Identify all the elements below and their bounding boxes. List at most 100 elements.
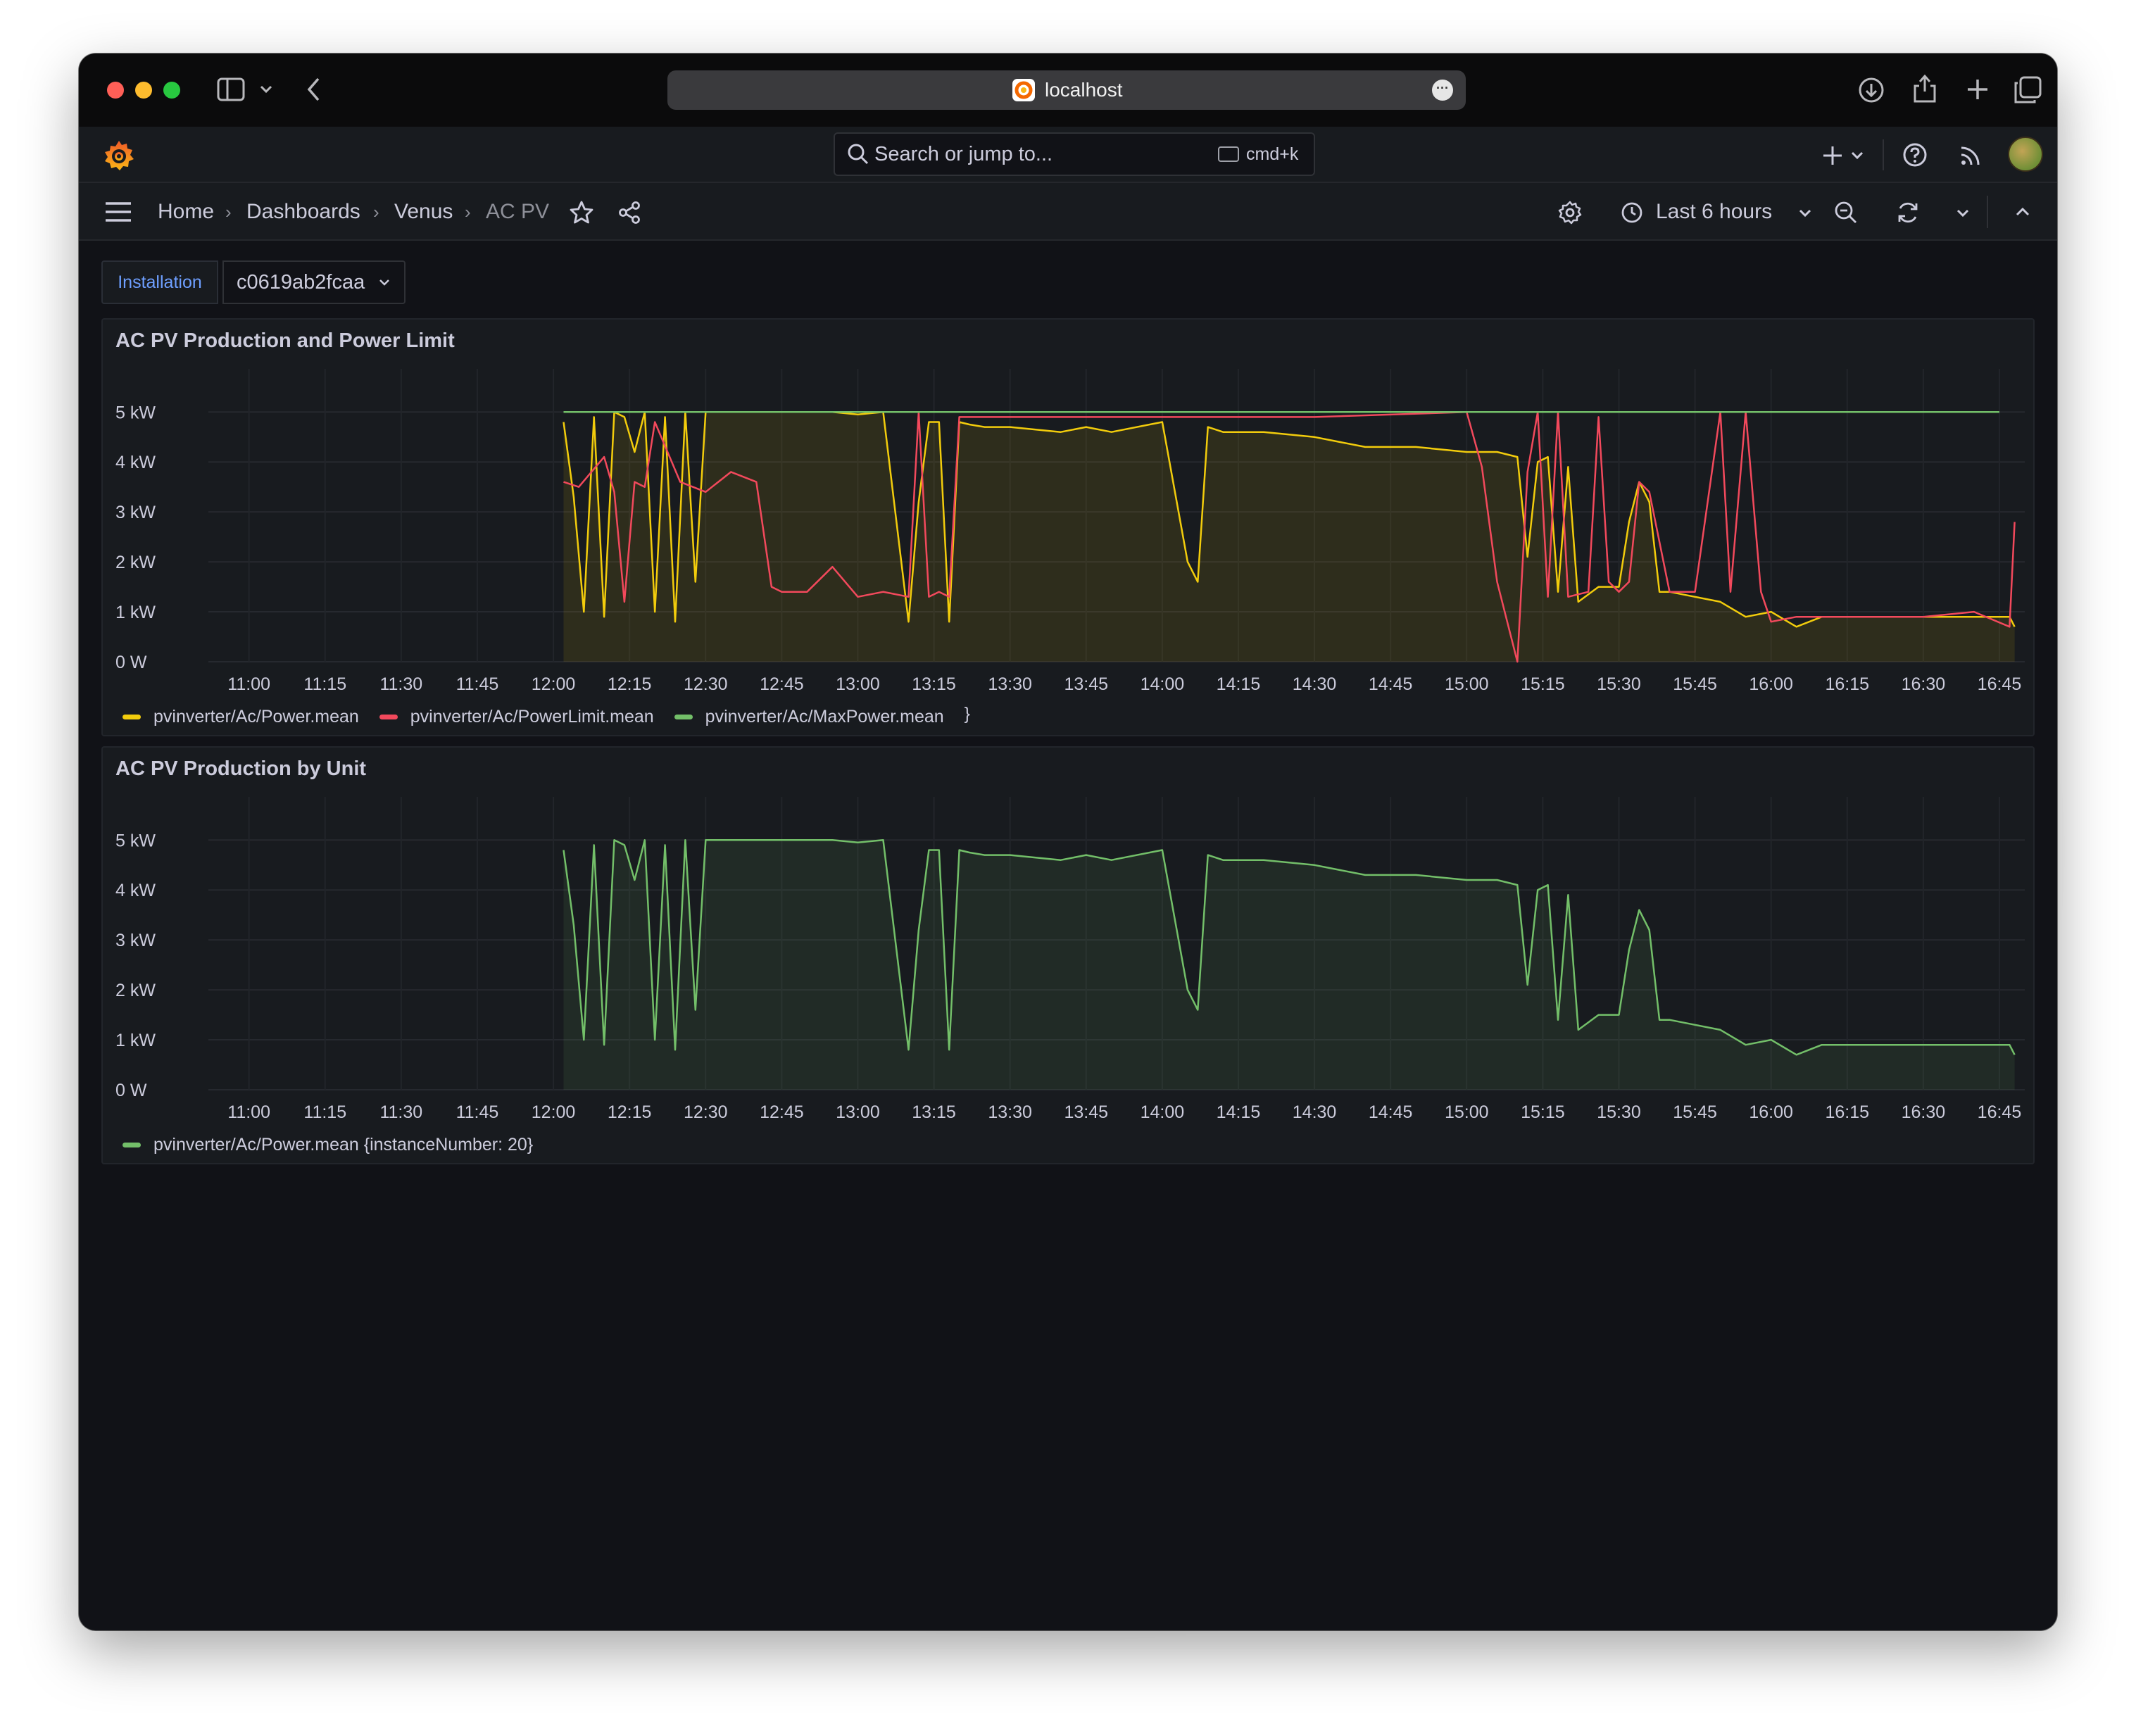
series-area [563, 840, 2015, 1090]
legend-swatch [122, 715, 141, 719]
variable-label-installation: Installation [101, 260, 218, 304]
legend-label: pvinverter/Ac/Power.mean {instanceNumber… [153, 1135, 534, 1155]
x-tick-label: 14:00 [1141, 674, 1185, 694]
new-tab-icon[interactable] [1966, 77, 1990, 101]
share-icon[interactable] [617, 200, 642, 225]
breadcrumb-home[interactable]: Home [158, 200, 215, 223]
x-tick-label: 15:00 [1445, 674, 1489, 694]
clock-icon[interactable] [1621, 201, 1643, 224]
x-tick-label: 11:45 [456, 674, 499, 694]
chevron-down-icon[interactable] [1850, 151, 1864, 161]
breadcrumb-dashboards[interactable]: Dashboards [246, 200, 360, 223]
x-tick-label: 13:00 [836, 674, 880, 694]
help-icon[interactable] [1902, 142, 1928, 168]
breadcrumb-separator: › [465, 201, 471, 222]
x-tick-label: 12:30 [684, 674, 728, 694]
x-tick-label: 15:45 [1673, 1102, 1717, 1122]
legend-item[interactable]: pvinverter/Ac/Power.mean {instanceNumber… [122, 1135, 533, 1155]
legend-item[interactable]: pvinverter/Ac/Power.mean [122, 707, 359, 727]
x-tick-label: 14:45 [1369, 674, 1413, 694]
back-icon[interactable] [306, 76, 322, 103]
chevron-up-icon[interactable] [2015, 207, 2030, 217]
timeseries-chart[interactable]: 0 W 1 kW 2 kW 3 kW 4 kW 5 kW 11:00 11:15 11:30 11… [103, 320, 2036, 738]
series-line [563, 411, 2016, 663]
search-icon [848, 144, 869, 165]
downloads-icon[interactable] [1857, 76, 1885, 104]
legend-item[interactable]: pvinverter/Ac/MaxPower.mean [674, 707, 944, 727]
zoom-window-button[interactable] [163, 82, 180, 99]
legend-item[interactable]: pvinverter/Ac/PowerLimit.mean [379, 707, 654, 727]
sidebar-toggle-icon[interactable] [217, 77, 245, 101]
add-icon[interactable] [1821, 144, 1845, 168]
panel-ac-pv-production-by-unit[interactable]: AC PV Production by Unit 0 W 1 kW 2 kW 3 kW… [101, 746, 2035, 1164]
more-icon[interactable]: ··· [1432, 80, 1453, 101]
time-range-picker[interactable]: Last 6 hours [1656, 200, 1773, 223]
x-tick-label: 14:30 [1293, 674, 1337, 694]
y-tick-label: 4 kW [115, 881, 156, 900]
legend-label: pvinverter/Ac/MaxPower.mean [705, 707, 944, 727]
x-tick-label: 14:15 [1217, 1102, 1261, 1122]
legend-swatch [122, 1143, 141, 1147]
x-tick-label: 13:30 [988, 674, 1032, 694]
share-icon[interactable] [1912, 73, 1937, 104]
x-tick-label: 12:30 [684, 1102, 728, 1122]
timeseries-chart[interactable]: 0 W 1 kW 2 kW 3 kW 4 kW 5 kW 11:00 11:15 11:30 11… [103, 748, 2036, 1166]
x-tick-label: 11:15 [303, 1102, 346, 1122]
user-avatar[interactable] [2008, 137, 2043, 172]
x-tick-label: 16:30 [1902, 1102, 1946, 1122]
x-tick-label: 16:00 [1749, 1102, 1793, 1122]
x-tick-label: 16:15 [1825, 1102, 1869, 1122]
legend-swatch [674, 715, 693, 719]
url-text: localhost [1045, 79, 1123, 101]
search-shortcut: cmd+k [1246, 144, 1299, 164]
zoom-out-icon[interactable] [1833, 200, 1859, 225]
settings-gear-icon[interactable] [1557, 200, 1583, 225]
x-tick-label: 16:15 [1825, 674, 1869, 694]
panel-ac-pv-production-power-limit[interactable]: AC PV Production and Power Limit 0 W 1 kW… [101, 318, 2035, 736]
refresh-icon[interactable] [1895, 200, 1921, 225]
address-bar[interactable]: localhost ··· [667, 70, 1466, 110]
variable-select-installation[interactable]: c0619ab2fcaa [222, 260, 406, 304]
x-tick-label: 11:30 [379, 674, 422, 694]
dashboard-nav: Home › Dashboards › Venus › AC PV Last 6… [79, 183, 2057, 241]
legend-label: pvinverter/Ac/PowerLimit.mean [410, 707, 654, 727]
chart-legend: pvinverter/Ac/Power.mean pvinverter/Ac/P… [122, 704, 970, 727]
y-tick-label: 0 W [115, 1081, 147, 1100]
x-tick-label: 16:00 [1749, 674, 1793, 694]
divider [1883, 139, 1884, 170]
keyboard-icon [1218, 146, 1239, 162]
panel-title: AC PV Production by Unit [115, 757, 367, 780]
y-tick-label: 2 kW [115, 553, 156, 572]
grafana-logo-icon[interactable] [101, 138, 137, 173]
y-tick-label: 3 kW [115, 503, 156, 522]
x-tick-label: 15:30 [1597, 1102, 1641, 1122]
breadcrumb-current: AC PV [486, 200, 550, 223]
x-tick-label: 12:15 [608, 1102, 652, 1122]
close-window-button[interactable] [107, 82, 124, 99]
x-tick-label: 12:00 [532, 1102, 576, 1122]
y-tick-label: 5 kW [115, 831, 156, 850]
x-tick-label: 13:15 [912, 674, 956, 694]
series-area [563, 412, 2015, 662]
x-tick-label: 14:45 [1369, 1102, 1413, 1122]
chevron-down-icon[interactable] [1956, 208, 1970, 218]
minimize-window-button[interactable] [135, 82, 152, 99]
y-tick-label: 0 W [115, 653, 147, 672]
x-tick-label: 16:45 [1978, 674, 2022, 694]
chevron-down-icon[interactable] [1798, 208, 1812, 218]
x-tick-label: 15:30 [1597, 674, 1641, 694]
breadcrumb-venus[interactable]: Venus [394, 200, 453, 223]
x-tick-label: 15:15 [1521, 674, 1565, 694]
menu-icon[interactable] [104, 200, 132, 224]
star-icon[interactable] [569, 200, 594, 225]
series-line [563, 839, 2016, 1056]
tab-overview-icon[interactable] [2014, 76, 2042, 104]
x-tick-label: 16:45 [1978, 1102, 2022, 1122]
chevron-down-icon[interactable] [259, 84, 273, 94]
chevron-down-icon [379, 279, 389, 286]
chart-legend: pvinverter/Ac/Power.mean {instanceNumber… [122, 1132, 548, 1155]
search-bar[interactable]: Search or jump to... cmd+k [834, 132, 1315, 176]
grafana-topbar: Search or jump to... cmd+k [79, 127, 2057, 183]
rss-news-icon[interactable] [1959, 144, 1983, 168]
site-favicon-icon [1012, 79, 1035, 101]
